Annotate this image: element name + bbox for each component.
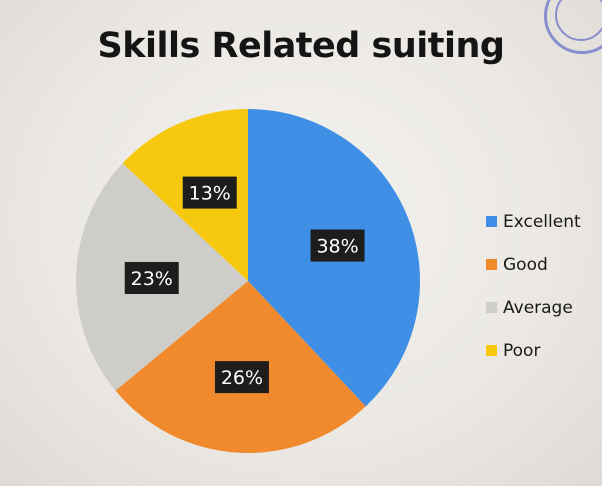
seal-stamp [544,0,602,54]
legend-label: Excellent [503,211,581,232]
legend-label: Good [503,254,548,275]
chart-title: Skills Related suiting [97,26,505,66]
legend-item-poor: Poor [486,329,581,372]
data-label-box [310,229,365,262]
legend: Excellent Good Average Poor [486,200,581,372]
legend-item-excellent: Excellent [486,200,581,243]
data-label-box [124,261,179,294]
legend-label: Average [503,297,573,318]
legend-swatch [486,216,497,227]
data-label-excellent: 38% [310,229,365,262]
legend-swatch [486,302,497,313]
data-label-text: 26% [221,367,263,389]
data-label-poor: 13% [182,176,237,209]
legend-swatch [486,345,497,356]
data-label-box [182,176,237,209]
data-label-good: 26% [214,361,269,394]
legend-label: Poor [503,340,541,361]
legend-item-good: Good [486,243,581,286]
data-label-text: 13% [189,183,231,205]
legend-item-average: Average [486,286,581,329]
data-label-average: 23% [124,261,179,294]
data-label-text: 38% [316,236,358,258]
data-label-text: 23% [131,268,173,290]
legend-swatch [486,259,497,270]
data-label-box [214,361,269,394]
